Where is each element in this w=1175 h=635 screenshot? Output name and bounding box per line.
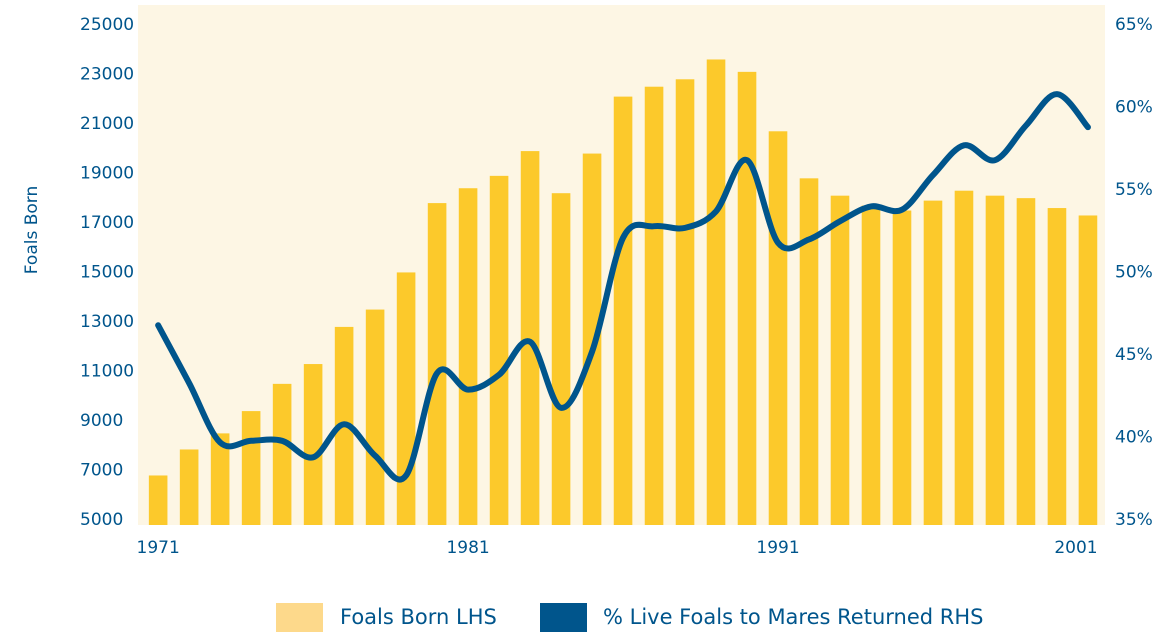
y-tick-label: 23000 xyxy=(80,64,134,84)
bar xyxy=(954,190,974,525)
bar xyxy=(551,193,571,525)
y2-tick-label: 40% xyxy=(1115,428,1153,448)
bar xyxy=(241,411,261,525)
bar xyxy=(830,195,850,525)
bar xyxy=(675,79,695,526)
bar xyxy=(799,178,819,526)
bar xyxy=(768,131,788,526)
bar xyxy=(272,383,292,525)
y-axis-label: Foals Born xyxy=(22,186,42,275)
bar xyxy=(644,86,664,525)
bar xyxy=(520,151,540,525)
y2-tick-label: 45% xyxy=(1115,345,1153,365)
bar xyxy=(365,309,385,525)
bar xyxy=(148,475,168,525)
y-tick-label: 17000 xyxy=(80,213,134,233)
y2-tick-label: 35% xyxy=(1115,510,1153,530)
y-tick-label: 25000 xyxy=(80,15,134,35)
legend-label: % Live Foals to Mares Returned RHS xyxy=(603,605,983,629)
bar xyxy=(179,449,199,525)
bar xyxy=(582,153,602,526)
y-tick-label: 11000 xyxy=(80,361,134,381)
bar xyxy=(737,71,757,525)
x-tick-label: 2001 xyxy=(1054,538,1097,558)
x-tick-label: 1981 xyxy=(446,538,489,558)
bar xyxy=(210,433,230,525)
y2-tick-label: 60% xyxy=(1115,97,1153,117)
bar xyxy=(427,203,447,525)
legend-swatch xyxy=(276,603,323,632)
bar xyxy=(706,59,726,525)
bar xyxy=(861,205,881,526)
y-tick-label: 21000 xyxy=(80,114,134,134)
y2-tick-label: 55% xyxy=(1115,180,1153,200)
bar xyxy=(1078,215,1098,525)
bar xyxy=(892,210,912,525)
bar xyxy=(303,364,323,525)
legend-swatch xyxy=(540,603,587,632)
y-tick-label: 7000 xyxy=(80,461,123,481)
line xyxy=(155,91,1091,483)
y-tick-label: 19000 xyxy=(80,163,134,183)
y2-tick-label: 65% xyxy=(1115,15,1153,35)
y2-tick-label: 50% xyxy=(1115,262,1153,282)
bar xyxy=(613,96,633,525)
y-tick-label: 15000 xyxy=(80,262,134,282)
y-tick-label: 9000 xyxy=(80,411,123,431)
x-tick-label: 1971 xyxy=(137,538,180,558)
bar xyxy=(923,200,943,525)
legend-label: Foals Born LHS xyxy=(340,605,497,629)
bar xyxy=(396,272,416,525)
bar xyxy=(1016,198,1036,525)
bar xyxy=(489,175,509,525)
bar xyxy=(1047,208,1067,526)
y-tick-label: 5000 xyxy=(80,510,123,530)
y-tick-label: 13000 xyxy=(80,312,134,332)
bar xyxy=(985,195,1005,525)
bar xyxy=(458,188,478,525)
x-tick-label: 1991 xyxy=(756,538,799,558)
